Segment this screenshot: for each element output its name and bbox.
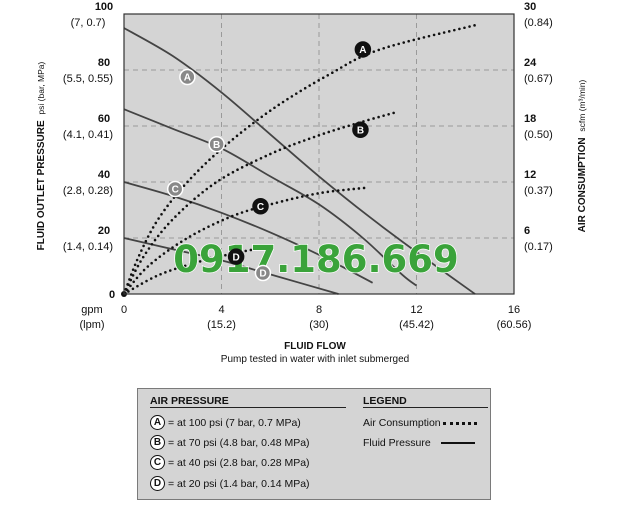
air-pressure-rule <box>150 407 346 408</box>
marker-a-label: A <box>359 45 366 56</box>
x-tick-label: 16 <box>508 304 520 316</box>
marker-b-label: B <box>213 140 220 151</box>
x-tick-label: 8 <box>316 304 322 316</box>
phone-watermark: 0917.186.669 <box>173 238 459 281</box>
marker-d-circle <box>227 248 245 265</box>
left-tick-label: 100 <box>95 1 113 13</box>
x-tick-label: 12 <box>410 304 422 316</box>
x-tick-sublabel: (15.2) <box>207 319 236 331</box>
legend-item-text: = at 100 psi (7 bar, 0.7 MPa) <box>168 416 301 429</box>
marker-c-label: C <box>172 185 179 196</box>
x-tick-label: 4 <box>218 304 224 316</box>
fluid-pressure-line-a <box>123 27 476 295</box>
chart-subtitle: Pump tested in water with inlet submerge… <box>221 354 409 365</box>
plot-frame <box>123 13 515 295</box>
marker-d-label: D <box>233 252 240 263</box>
fluid-pressure-line-d <box>123 237 339 295</box>
legend-rule <box>363 407 488 408</box>
legend-key-air: Air Consumption <box>363 417 477 429</box>
legend-item-c: C = at 40 psi (2.8 bar, 0.28 MPa) <box>150 455 310 470</box>
series-lines <box>122 23 477 296</box>
left-tick-label: 20 <box>98 225 110 237</box>
marker-b-circle <box>352 121 369 138</box>
pump-performance-chart: 0 4 (15.2) 8 (30) 12 (45.42) 16 (60.56) 0 20 (1.4, … <box>36 1 588 365</box>
left-tick-label: 40 <box>98 169 110 181</box>
marker-d-label: D <box>259 269 266 280</box>
marker-b-circle <box>208 135 225 153</box>
x-tick-label: 0 <box>121 304 127 316</box>
fluid-pressure-line-c <box>123 181 374 284</box>
grid-lines <box>124 14 514 294</box>
legend-item-text: = at 40 psi (2.8 bar, 0.28 MPa) <box>168 456 310 469</box>
x-unit-primary: gpm <box>81 304 102 316</box>
marker-b-icon: B <box>150 435 165 450</box>
legend-item-b: B = at 70 psi (4.8 bar, 0.48 MPa) <box>150 435 310 450</box>
marker-c-circle <box>252 198 269 215</box>
left-tick-sublabel: (7, 0.7) <box>71 17 106 29</box>
left-tick-sublabel: (4.1, 0.41) <box>63 129 113 141</box>
series-markers: A B C D A B C D <box>121 41 372 297</box>
marker-a-circle <box>354 41 372 58</box>
marker-b-label: B <box>357 125 364 136</box>
x-unit-secondary: (lpm) <box>79 319 104 331</box>
marker-a-label: A <box>184 73 191 84</box>
right-tick-sublabel: (0.17) <box>524 241 553 253</box>
x-tick-sublabel: (30) <box>309 319 329 331</box>
right-tick-sublabel: (0.37) <box>524 185 553 197</box>
air-consumption-line-a <box>122 23 477 296</box>
marker-d-circle <box>254 264 272 282</box>
solid-line-icon <box>440 442 475 444</box>
axis-ticks: 0 4 (15.2) 8 (30) 12 (45.42) 16 (60.56) 0 20 (1.4, … <box>63 1 553 331</box>
left-tick-sublabel: (5.5, 0.55) <box>63 73 113 85</box>
air-pressure-heading: AIR PRESSURE <box>150 395 229 407</box>
left-tick-label: 80 <box>98 57 110 69</box>
legend-item-a: A = at 100 psi (7 bar, 0.7 MPa) <box>150 415 301 430</box>
marker-a-circle <box>179 68 196 86</box>
x-axis-title: FLUID FLOW <box>284 341 346 352</box>
left-tick-label: 60 <box>98 113 110 125</box>
marker-c-label: C <box>257 202 264 213</box>
right-tick-sublabel: (0.84) <box>524 17 553 29</box>
air-consumption-line-d <box>122 244 277 296</box>
legend-key-label: Fluid Pressure <box>363 437 431 449</box>
legend-key-label: Air Consumption <box>363 417 441 429</box>
x-tick-sublabel: (45.42) <box>399 319 434 331</box>
marker-a-icon: A <box>150 415 165 430</box>
dotted-line-icon <box>442 421 477 425</box>
air-consumption-line-c <box>122 186 370 296</box>
legend-item-text: = at 70 psi (4.8 bar, 0.48 MPa) <box>168 436 310 449</box>
right-tick-sublabel: (0.50) <box>524 129 553 141</box>
legend-item-d: D = at 20 psi (1.4 bar, 0.14 MPa) <box>150 476 310 491</box>
right-tick-label: 12 <box>524 169 536 181</box>
right-axis-title: AIR CONSUMPTION scfm (m³/min) <box>577 79 588 232</box>
right-tick-label: 18 <box>524 113 536 125</box>
left-tick-sublabel: (1.4, 0.14) <box>63 241 113 253</box>
left-axis-title: FLUID OUTLET PRESSURE psi (bar, MPa) <box>36 61 47 250</box>
x-tick-sublabel: (60.56) <box>497 319 532 331</box>
legend-heading: LEGEND <box>363 395 407 407</box>
air-consumption-line-b <box>122 110 399 296</box>
right-tick-label: 24 <box>524 57 537 69</box>
marker-c-icon: C <box>150 455 165 470</box>
left-tick-sublabel: (2.8, 0.28) <box>63 185 113 197</box>
marker-c-circle <box>166 180 184 198</box>
right-tick-label: 6 <box>524 225 530 237</box>
legend-item-text: = at 20 psi (1.4 bar, 0.14 MPa) <box>168 477 310 490</box>
legend-key-fluid: Fluid Pressure <box>363 437 475 449</box>
right-tick-label: 30 <box>524 1 536 13</box>
legend-panel: AIR PRESSURE LEGEND A = at 100 psi (7 ba… <box>137 388 491 500</box>
marker-d-icon: D <box>150 476 165 491</box>
fluid-pressure-line-b <box>123 108 418 287</box>
left-tick-label: 0 <box>109 289 115 301</box>
right-tick-sublabel: (0.67) <box>524 73 553 85</box>
